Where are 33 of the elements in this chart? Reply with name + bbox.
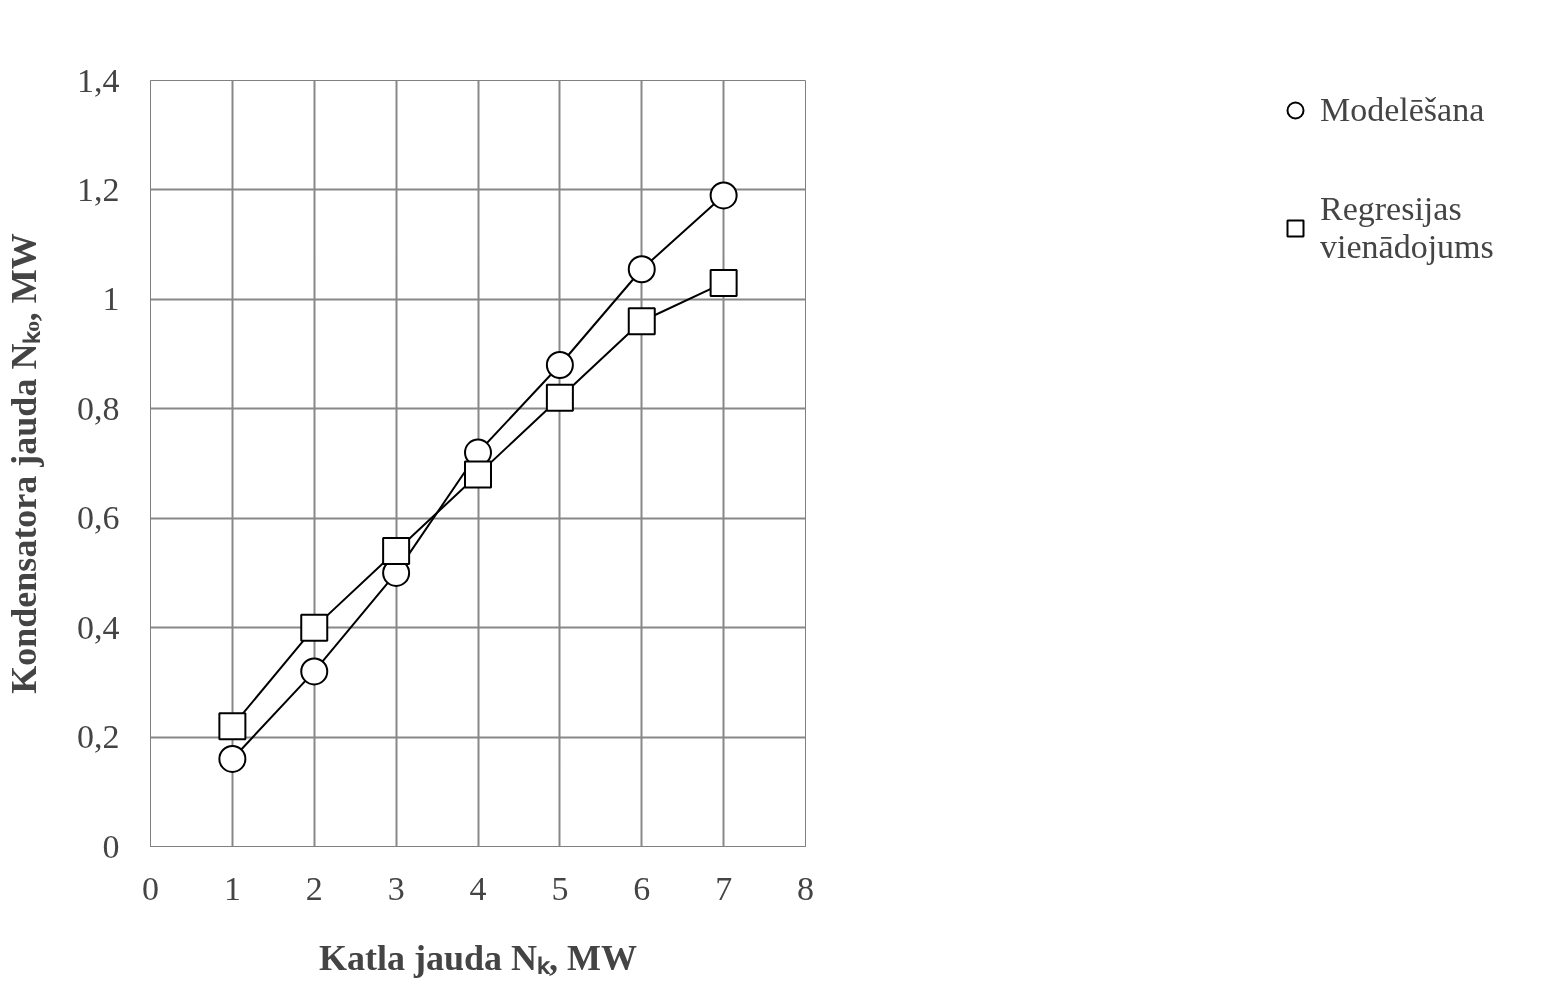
x-tick-label: 8 (797, 869, 814, 907)
y-tick-label: 1,2 (77, 170, 120, 208)
legend-label: Regresijas vienādojums (1320, 190, 1495, 266)
point (627, 307, 656, 336)
point (709, 181, 738, 210)
point (545, 383, 574, 412)
point (218, 712, 247, 741)
x-tick-label: 2 (305, 869, 323, 907)
y-tick-label: 1 (102, 280, 120, 318)
y-tick-label: 0,6 (77, 499, 120, 537)
point (382, 537, 411, 566)
x-tick-label: 7 (715, 869, 733, 907)
x-tick-label: 3 (387, 869, 405, 907)
x-axis-title: Katla jauda Nₖ, MW (319, 937, 637, 978)
x-tick-label: 5 (551, 869, 569, 907)
y-tick-label: 0,2 (77, 718, 120, 756)
y-tick-label: 1,4 (77, 61, 120, 99)
x-tick-label: 0 (142, 869, 159, 907)
y-tick-label: 0 (102, 827, 120, 865)
legend-label: Modelēšana (1320, 91, 1486, 129)
point (545, 351, 574, 379)
x-tick-label: 6 (633, 869, 651, 907)
y-tick-label: 0,4 (77, 608, 120, 646)
point (300, 613, 329, 642)
point (300, 657, 329, 686)
point (464, 460, 492, 489)
y-axis-title: Kondensatora jauda Nₖₒ, MW (4, 233, 44, 694)
point (627, 255, 656, 284)
point (709, 268, 738, 297)
x-tick-label: 1 (223, 869, 241, 907)
y-tick-label: 0,8 (77, 389, 120, 427)
point (218, 744, 247, 773)
x-tick-label: 4 (469, 869, 487, 907)
